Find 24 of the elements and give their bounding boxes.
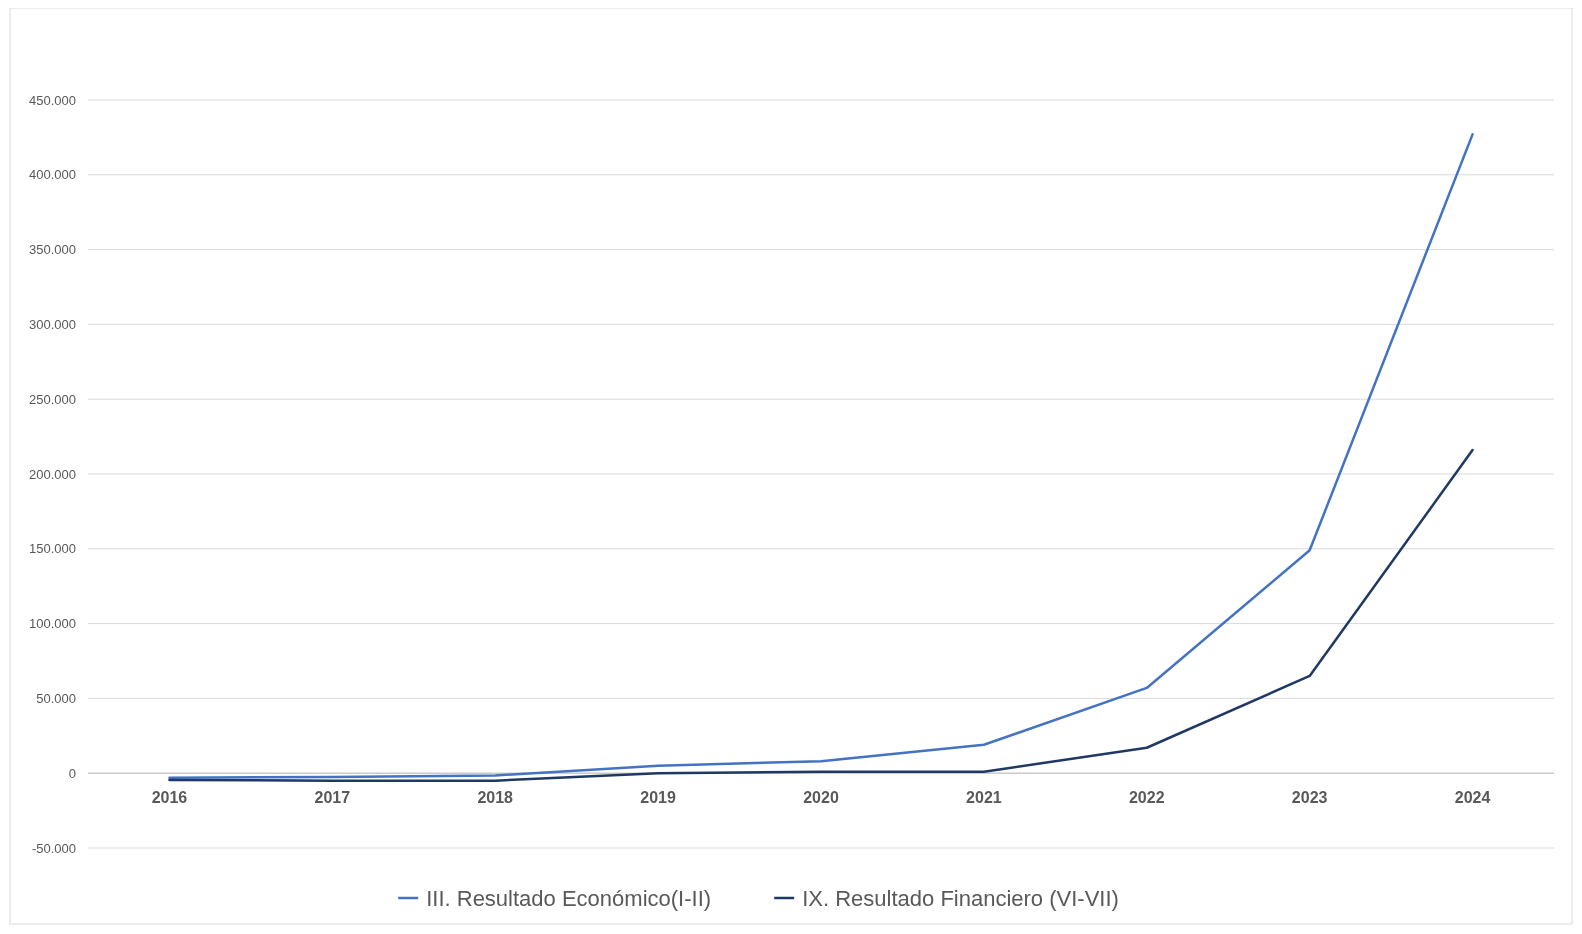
y-tick-label: 350.000 [29, 242, 76, 258]
legend-label: III. Resultado Económico(I-II) [426, 885, 712, 911]
x-tick-label: 2023 [1291, 789, 1328, 807]
legend-label: IX. Resultado Financiero (VI-VII) [802, 885, 1119, 911]
y-tick-label: -50.000 [31, 840, 76, 856]
x-tick-label: 2024 [1454, 789, 1491, 807]
x-tick-label: 2021 [966, 789, 1002, 807]
x-tick-label: 2020 [803, 789, 839, 807]
x-tick-label: 2017 [314, 789, 351, 807]
y-tick-label: 100.000 [29, 616, 76, 632]
x-tick-label: 2019 [640, 789, 677, 807]
y-tick-label: 150.000 [29, 541, 76, 557]
y-tick-label: 250.000 [29, 391, 76, 407]
y-tick-label: 300.000 [29, 316, 76, 332]
y-tick-label: 50.000 [36, 690, 76, 706]
x-tick-label: 2022 [1128, 789, 1165, 807]
y-tick-label: 200.000 [29, 466, 76, 482]
y-tick-label: 450.000 [29, 92, 76, 108]
line-series [168, 133, 1474, 779]
y-tick-label: 400.000 [29, 167, 76, 183]
line-series [168, 448, 1474, 782]
x-tick-label: 2016 [151, 789, 188, 807]
y-tick-label: 0 [68, 765, 76, 781]
x-tick-label: 2018 [477, 789, 514, 807]
